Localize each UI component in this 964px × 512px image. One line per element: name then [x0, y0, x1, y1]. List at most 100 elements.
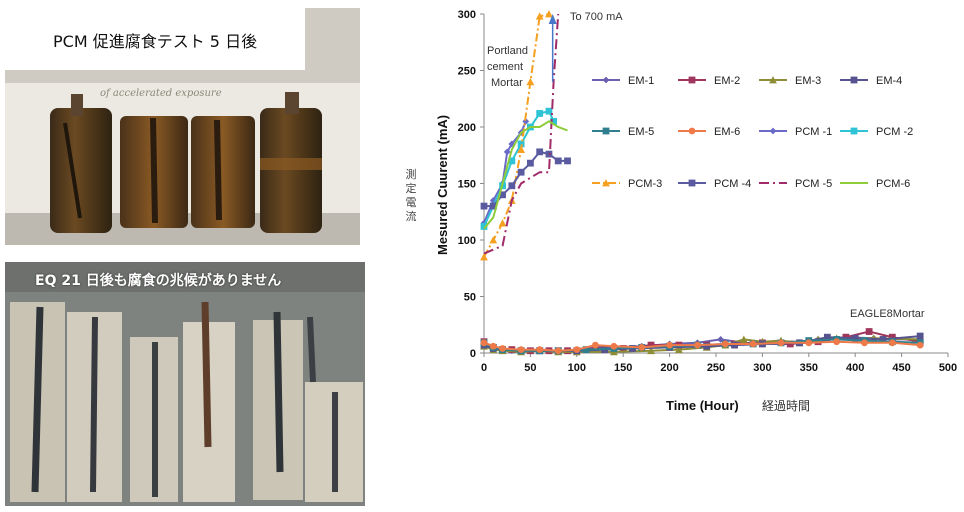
data-point	[769, 76, 777, 84]
eq-specimens-image	[5, 262, 365, 506]
photo-eq-specimens: EQ 21 日後も腐食の兆候がありません	[5, 262, 365, 506]
portland-label-line-1: Portland	[487, 45, 528, 57]
legend-label: PCM-6	[876, 178, 910, 190]
legend-label: PCM -2	[876, 126, 913, 138]
x-tick-label: 350	[800, 362, 818, 374]
photo-top-caption: PCM 促進腐食テスト 5 日後	[53, 32, 258, 51]
legend-label: PCM -4	[714, 178, 751, 190]
data-point	[489, 197, 497, 204]
data-point	[602, 179, 610, 187]
y-tick-label: 300	[458, 9, 476, 21]
data-point	[499, 345, 506, 352]
data-point	[582, 346, 590, 354]
data-point	[602, 127, 610, 135]
legend-label: EM-5	[628, 126, 654, 138]
legend-label: EM-2	[714, 75, 740, 87]
data-point	[554, 157, 562, 165]
portland-label-line-2: cement	[487, 61, 523, 73]
data-point	[480, 339, 488, 347]
x-axis-label: Time (Hour)	[666, 398, 739, 413]
legend-entry: PCM-3	[592, 178, 662, 190]
legend-label: EM-3	[795, 75, 821, 87]
data-point	[916, 332, 924, 340]
data-point	[769, 127, 777, 135]
data-point	[647, 341, 655, 349]
data-point	[489, 236, 498, 244]
data-point	[916, 341, 924, 349]
arrow-head	[548, 14, 557, 24]
y-axis-label-ja-char: 流	[406, 209, 417, 223]
data-point	[545, 10, 553, 18]
data-point	[480, 223, 488, 230]
data-point	[591, 341, 599, 349]
y-axis-label-ja-char: 電	[406, 196, 417, 209]
x-tick-label: 0	[481, 362, 487, 374]
series-pcm-5	[483, 13, 560, 255]
legend-entry: EM-2	[678, 75, 740, 87]
x-axis-label-ja: 経過時間	[762, 399, 810, 413]
data-point	[554, 347, 562, 355]
data-point	[535, 12, 544, 20]
data-point	[610, 342, 618, 350]
data-point	[489, 342, 497, 350]
chart-annotations: To 700 mA Portland cement Mortar EAGLE8M…	[487, 11, 925, 320]
data-point	[536, 148, 544, 156]
chart-legend: EM-1 EM-2 EM-3 EM-4 EM-5 EM-6 PCM -1 PCM -2 PCM-…	[592, 75, 913, 190]
data-point	[508, 182, 516, 190]
data-point	[550, 117, 557, 125]
data-point	[823, 333, 831, 341]
data-point	[739, 335, 748, 343]
series-line	[483, 13, 560, 255]
data-point	[647, 346, 655, 355]
data-point	[564, 157, 571, 165]
data-point	[517, 168, 525, 176]
series-em-6	[480, 338, 924, 355]
data-point	[850, 76, 858, 84]
data-point	[536, 346, 544, 354]
y-tick-label: 250	[458, 66, 476, 78]
data-point	[480, 202, 488, 210]
data-point	[850, 127, 858, 135]
data-point	[833, 338, 841, 346]
data-point	[517, 346, 525, 354]
y-axis-label-ja-char: 測	[406, 167, 417, 181]
arrow-label: To 700 mA	[570, 11, 623, 23]
data-point	[805, 339, 813, 347]
y-tick-label: 100	[458, 235, 476, 247]
legend-entry: PCM -1	[759, 126, 832, 138]
data-point	[688, 127, 696, 135]
data-point	[499, 191, 506, 199]
series-line	[483, 120, 568, 230]
data-point	[865, 328, 873, 335]
y-tick-label: 200	[458, 122, 476, 134]
legend-entry: EM-1	[592, 75, 654, 87]
legend-entry: PCM -2	[840, 126, 913, 138]
x-tick-label: 250	[707, 362, 725, 374]
data-point	[666, 341, 673, 349]
data-point	[703, 342, 711, 350]
x-tick-label: 100	[568, 362, 586, 374]
data-point	[573, 346, 581, 354]
legend-entry: PCM-6	[840, 178, 910, 190]
legend-entry: PCM -5	[759, 178, 832, 190]
photo-pcm-specimens: PCM 促進腐食テスト 5 日後 of accelerated exposure	[5, 8, 360, 245]
photo-bottom-caption: EQ 21 日後も腐食の兆候がありません	[35, 273, 282, 289]
x-tick-label: 200	[660, 362, 678, 374]
current-vs-time-chart: 0 50 100 150 200 250 300 350 400 450 500 0 50 100 150 2…	[406, 9, 958, 413]
legend-entry: EM-5	[592, 126, 654, 138]
legend-label: PCM-3	[628, 178, 662, 190]
data-point	[694, 341, 701, 349]
data-point	[721, 340, 729, 348]
x-tick-label: 150	[614, 362, 632, 374]
legend-label: EM-6	[714, 126, 740, 138]
photo-top-caption-box: PCM 促進腐食テスト 5 日後	[5, 8, 305, 70]
data-point	[861, 339, 868, 347]
data-point	[522, 117, 530, 125]
portland-label-line-3: Mortar	[491, 77, 523, 89]
x-tick-label: 400	[846, 362, 864, 374]
x-tick-label: 450	[892, 362, 910, 374]
data-point	[749, 340, 757, 348]
y-axis-label-ja-char: 定	[406, 181, 417, 195]
legend-entry: EM-3	[759, 75, 821, 87]
